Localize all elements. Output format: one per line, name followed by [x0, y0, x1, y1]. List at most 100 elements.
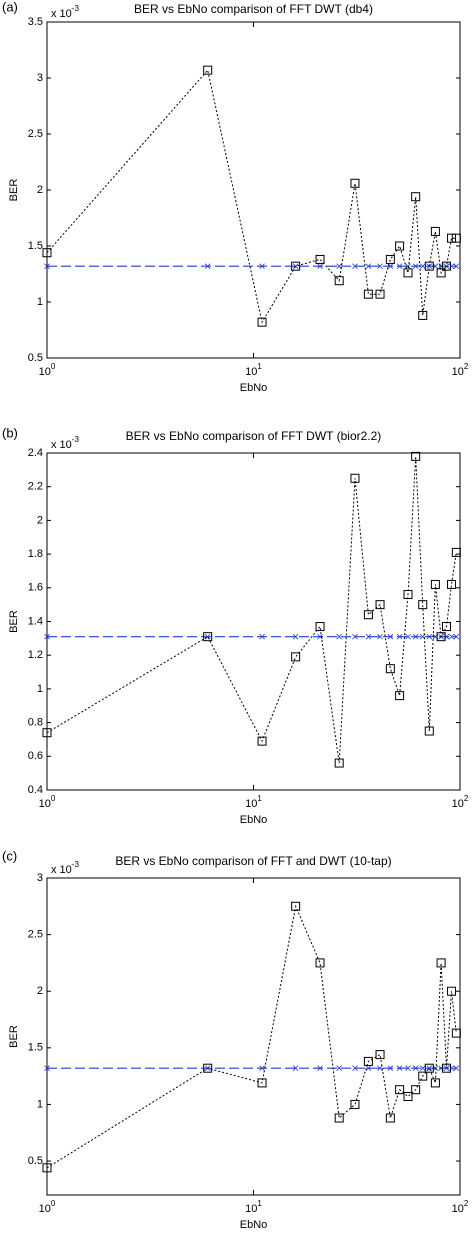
square-marker [203, 1063, 213, 1073]
x-marker [317, 1065, 323, 1071]
x-marker [453, 633, 460, 640]
y-tick-label: 1.6 [28, 582, 43, 594]
y-tick-label: 0.5 [28, 352, 43, 364]
y-tick-label: 1.4 [28, 615, 43, 627]
y-tick-label: 1.8 [28, 548, 43, 560]
square-marker [315, 958, 325, 968]
square-marker [418, 600, 428, 610]
y-exponent-base: x 10 [51, 8, 72, 20]
y-tick-label: 2 [37, 985, 43, 997]
x-tick-base: 10 [39, 798, 51, 810]
y-tick-label: 0.5 [28, 1155, 43, 1167]
square-marker [385, 254, 395, 264]
square-marker [257, 317, 267, 327]
chart-title: BER vs EbNo comparison of FFT and DWT (1… [115, 854, 391, 868]
x-tick-label: 101 [245, 362, 262, 378]
y-tick-label: 0.8 [28, 717, 43, 729]
y-exponent-power: -3 [72, 860, 80, 869]
y-exponent-power: -3 [72, 4, 80, 13]
square-marker [334, 758, 344, 768]
square-marker [436, 632, 446, 642]
y-tick-label: 2.2 [28, 481, 43, 493]
x-tick-base: 10 [452, 798, 464, 810]
y-tick-label: 1.2 [28, 649, 43, 661]
y-exponent-base: x 10 [51, 439, 72, 451]
x-marker [396, 633, 403, 640]
square-marker [441, 261, 451, 271]
x-marker [405, 1065, 411, 1071]
y-tick-label: 1.5 [28, 1042, 43, 1054]
square-marker [291, 652, 301, 662]
x-marker [412, 633, 419, 640]
x-tick-exponent: 0 [51, 1199, 56, 1208]
y-tick-label: 2.5 [28, 929, 43, 941]
y-tick-label: 2.4 [28, 447, 43, 459]
square-marker [291, 901, 301, 911]
square-marker [42, 248, 52, 258]
x-tick-label: 102 [452, 1199, 469, 1215]
chart-title: BER vs EbNo comparison of FFT DWT (bior2… [126, 429, 382, 443]
x-axis-label: EbNo [240, 1219, 268, 1231]
x-tick-label: 102 [452, 794, 469, 810]
chart-title: BER vs EbNo comparison of FFT DWT (db4) [134, 2, 373, 16]
x-marker [412, 263, 419, 269]
ber-line [46, 456, 457, 764]
square-marker [424, 261, 434, 271]
square-marker [403, 268, 413, 278]
x-tick-base: 10 [39, 1203, 51, 1215]
square-marker [424, 1063, 434, 1073]
x-marker [44, 633, 50, 640]
x-marker [204, 633, 211, 640]
x-tick-label: 102 [452, 362, 469, 378]
x-marker [419, 263, 426, 269]
x-marker [44, 1065, 50, 1071]
x-marker [396, 263, 403, 269]
x-tick-exponent: 2 [464, 1199, 469, 1208]
x-marker [336, 1065, 342, 1071]
x-tick-exponent: 0 [51, 794, 56, 803]
x-tick-label: 100 [39, 362, 56, 378]
square-marker [441, 622, 451, 632]
square-marker [350, 1099, 360, 1109]
square-marker [375, 289, 385, 299]
x-marker [336, 633, 342, 640]
square-marker [363, 610, 373, 620]
x-marker [377, 263, 383, 269]
square-marker [447, 986, 457, 996]
square-marker [257, 1078, 267, 1088]
y-axis-label: BER [8, 610, 20, 633]
y-exponent: x 10-3 [51, 4, 79, 20]
square-marker [257, 736, 267, 746]
y-tick-label: 2.5 [28, 128, 43, 140]
x-marker [387, 633, 394, 640]
square-marker [375, 600, 385, 610]
square-marker [42, 1163, 52, 1173]
x-marker [352, 633, 358, 640]
square-marker [424, 726, 434, 736]
plot-area [46, 452, 461, 791]
x-marker [292, 263, 299, 269]
y-exponent-power: -3 [72, 435, 80, 444]
x-marker [259, 263, 265, 269]
x-marker [448, 633, 455, 640]
square-marker [363, 1056, 373, 1066]
square-marker [315, 622, 325, 632]
x-marker [377, 633, 383, 640]
y-tick-label: 2 [37, 514, 43, 526]
square-marker [395, 1085, 405, 1095]
y-exponent: x 10-3 [51, 435, 79, 451]
x-tick-label: 101 [245, 794, 262, 810]
square-marker [441, 1063, 451, 1073]
x-marker [317, 263, 323, 269]
plot-area [46, 877, 461, 1196]
x-tick-base: 10 [245, 798, 257, 810]
square-marker [291, 261, 301, 271]
square-marker [315, 254, 325, 264]
square-marker [375, 1050, 385, 1060]
x-marker [453, 263, 460, 269]
square-marker [430, 226, 440, 236]
square-marker [334, 1113, 344, 1123]
square-marker [411, 1085, 421, 1095]
x-marker [453, 1065, 460, 1071]
